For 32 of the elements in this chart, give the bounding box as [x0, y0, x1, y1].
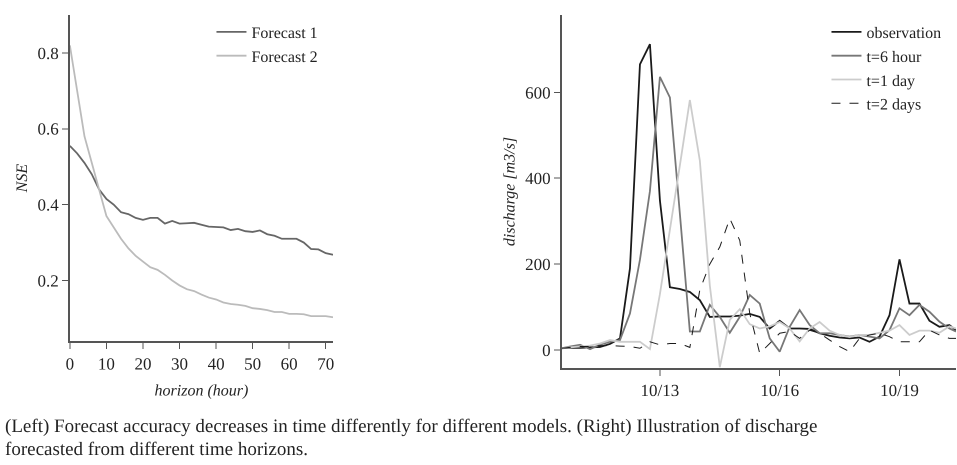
y-tick-label: 200 — [525, 255, 551, 274]
x-tick-label: 0 — [66, 354, 74, 374]
legend-label: t=2 days — [866, 96, 922, 114]
x-tick-label: 40 — [208, 354, 225, 374]
text: forecasted from different time horizons. — [5, 439, 308, 460]
y-tick-label: 400 — [525, 169, 551, 188]
x-tick-label: 50 — [244, 354, 262, 374]
x-tick-label: 70 — [317, 354, 334, 374]
x-tick-label: 10 — [98, 354, 115, 374]
line-series — [70, 144, 334, 256]
y-tick-label: 0.4 — [37, 196, 60, 215]
y-tick-label: 600 — [525, 83, 551, 102]
y-tick-label: 0.2 — [37, 271, 59, 290]
x-tick-label: 60 — [280, 354, 298, 374]
x-tick-label: 10/19 — [880, 381, 919, 400]
line-series — [70, 44, 334, 318]
text: (Left) Forecast accuracy decreases in time differently for different models. (Right) Illustration of discharge — [5, 416, 818, 437]
x-tick-label: 10/13 — [640, 381, 680, 400]
legend-label: Forecast 1 — [251, 25, 318, 42]
y-tick-label: 0.6 — [37, 120, 59, 139]
x-tick-label: 20 — [134, 354, 152, 374]
y-axis-title: discharge [m3/s] — [502, 136, 519, 246]
x-tick-label: 10/16 — [760, 381, 800, 400]
y-axis-title: NSE — [14, 164, 31, 194]
x-axis-title: horizon (hour) — [154, 382, 248, 400]
y-tick-label: 0 — [542, 340, 551, 360]
legend-label: Forecast 2 — [251, 48, 318, 66]
legend-label: t=1 day — [866, 72, 916, 90]
legend-label: t=6 hour — [866, 48, 922, 66]
x-tick-label: 30 — [171, 354, 188, 374]
legend-label: observation — [866, 25, 942, 42]
y-tick-label: 0.8 — [37, 44, 59, 63]
